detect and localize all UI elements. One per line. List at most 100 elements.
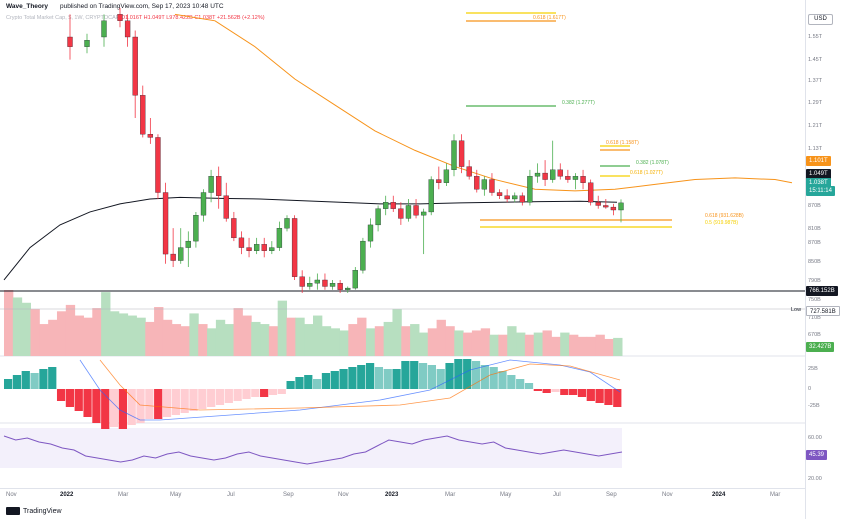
candle-body	[451, 140, 457, 170]
volume-bar	[233, 308, 243, 356]
volume-bar	[92, 308, 102, 356]
macd-bar	[136, 389, 145, 423]
publish-info: published on TradingView.com, Sep 17, 20…	[60, 3, 224, 10]
volume-bar	[392, 309, 402, 356]
price-tick: 1.37T	[808, 78, 823, 84]
candle-body	[367, 224, 374, 242]
volume-bar	[498, 334, 508, 356]
candle-body	[360, 240, 366, 271]
volume-bar	[321, 326, 332, 356]
price-scale[interactable]	[805, 0, 850, 519]
candle-body	[519, 195, 525, 203]
volume-bar	[268, 326, 279, 356]
volume-bar	[542, 330, 552, 356]
footer-brand[interactable]: TradingView	[6, 507, 62, 515]
volume-bar	[586, 336, 597, 356]
candle-body	[534, 172, 541, 177]
volume-bar	[30, 309, 40, 356]
macd-tick: 0	[808, 386, 812, 392]
rsi-value-badge: 45.39	[806, 450, 828, 460]
volume-bar	[224, 324, 235, 356]
candle-body	[178, 247, 184, 261]
candle-body	[390, 202, 396, 209]
volume-bar	[286, 317, 296, 356]
candle-body	[291, 218, 298, 277]
rsi-line	[3, 435, 623, 465]
macd-bar	[551, 389, 560, 392]
fib-label: 0.618 (1.617T)	[533, 15, 566, 21]
candle-body	[527, 176, 533, 203]
time-axis[interactable]	[0, 488, 805, 502]
volume-bar	[374, 326, 385, 356]
brand-name: TradingView	[23, 507, 62, 515]
macd-bar	[489, 367, 498, 389]
price-tick: 1.13T	[808, 146, 823, 152]
low-label: Low	[791, 307, 802, 313]
time-label: Sep	[283, 492, 294, 498]
candle-body	[383, 202, 389, 209]
ema-value-badge: 1.101T	[806, 156, 831, 166]
macd-tick: -25B	[808, 403, 820, 409]
volume-bar	[595, 334, 605, 356]
macd-bar	[304, 375, 313, 389]
volume-bar	[83, 317, 93, 356]
volume-bar	[198, 324, 208, 356]
macd-bar	[560, 389, 569, 395]
time-label: Nov	[662, 492, 673, 498]
macd-bar	[48, 367, 57, 389]
volume-bar	[215, 319, 226, 356]
candle-body	[481, 179, 488, 190]
candle-body	[231, 218, 237, 239]
symbol-name[interactable]: Crypto Total Market Cap, $, 1W, CRYPTOCA…	[6, 15, 120, 21]
macd-bar	[233, 389, 242, 401]
macd-bar	[92, 389, 101, 423]
volume-bar	[533, 332, 544, 356]
macd-bar	[330, 371, 339, 389]
ema50-line	[174, 13, 793, 192]
candle-body	[337, 283, 343, 290]
macd-bar	[436, 369, 445, 389]
volume-bar	[12, 297, 23, 356]
volume-bar	[277, 300, 288, 356]
candle-body	[489, 179, 495, 193]
price-tick: 850B	[808, 259, 821, 265]
time-label: 2024	[712, 492, 726, 498]
macd-bar	[569, 389, 578, 395]
volume-bar	[569, 334, 579, 356]
currency-badge[interactable]: USD	[808, 14, 833, 25]
fib-label: 0.618 (1.027T)	[630, 170, 663, 176]
chart-canvas[interactable]	[0, 0, 805, 488]
candle-body	[208, 176, 214, 193]
volume-bar	[401, 326, 411, 356]
macd-bar	[595, 389, 604, 403]
volume-bar	[454, 330, 464, 356]
signal-line	[99, 359, 621, 411]
macd-bar	[39, 369, 48, 389]
rsi-tick: 20.00	[808, 476, 822, 482]
candle-body	[565, 176, 571, 180]
author-name[interactable]: Wave_Theory	[6, 3, 49, 10]
fib-label: 0.382 (1.277T)	[562, 100, 595, 106]
macd-bar	[313, 379, 322, 389]
macd-bar	[180, 389, 189, 413]
macd-bar	[365, 363, 375, 389]
fib-label: 0.382 (1.078T)	[636, 160, 669, 166]
macd-bar	[242, 389, 251, 399]
macd-bar	[586, 389, 595, 401]
time-label: Mar	[770, 492, 781, 498]
volume-bar	[577, 336, 588, 356]
volume-bar	[560, 332, 570, 356]
macd-bar	[321, 373, 331, 389]
candle-body	[466, 166, 472, 177]
macd-bar	[74, 389, 83, 411]
macd-bar	[56, 389, 66, 401]
macd-bar	[65, 389, 75, 407]
candle-body	[314, 279, 321, 284]
volume-bar	[101, 292, 111, 356]
candle-body	[420, 211, 427, 216]
volume-bar	[418, 332, 429, 356]
macd-bar	[604, 389, 613, 405]
candle-body	[512, 195, 518, 200]
price-tick: 790B	[808, 278, 821, 284]
volume-bar	[436, 319, 446, 356]
